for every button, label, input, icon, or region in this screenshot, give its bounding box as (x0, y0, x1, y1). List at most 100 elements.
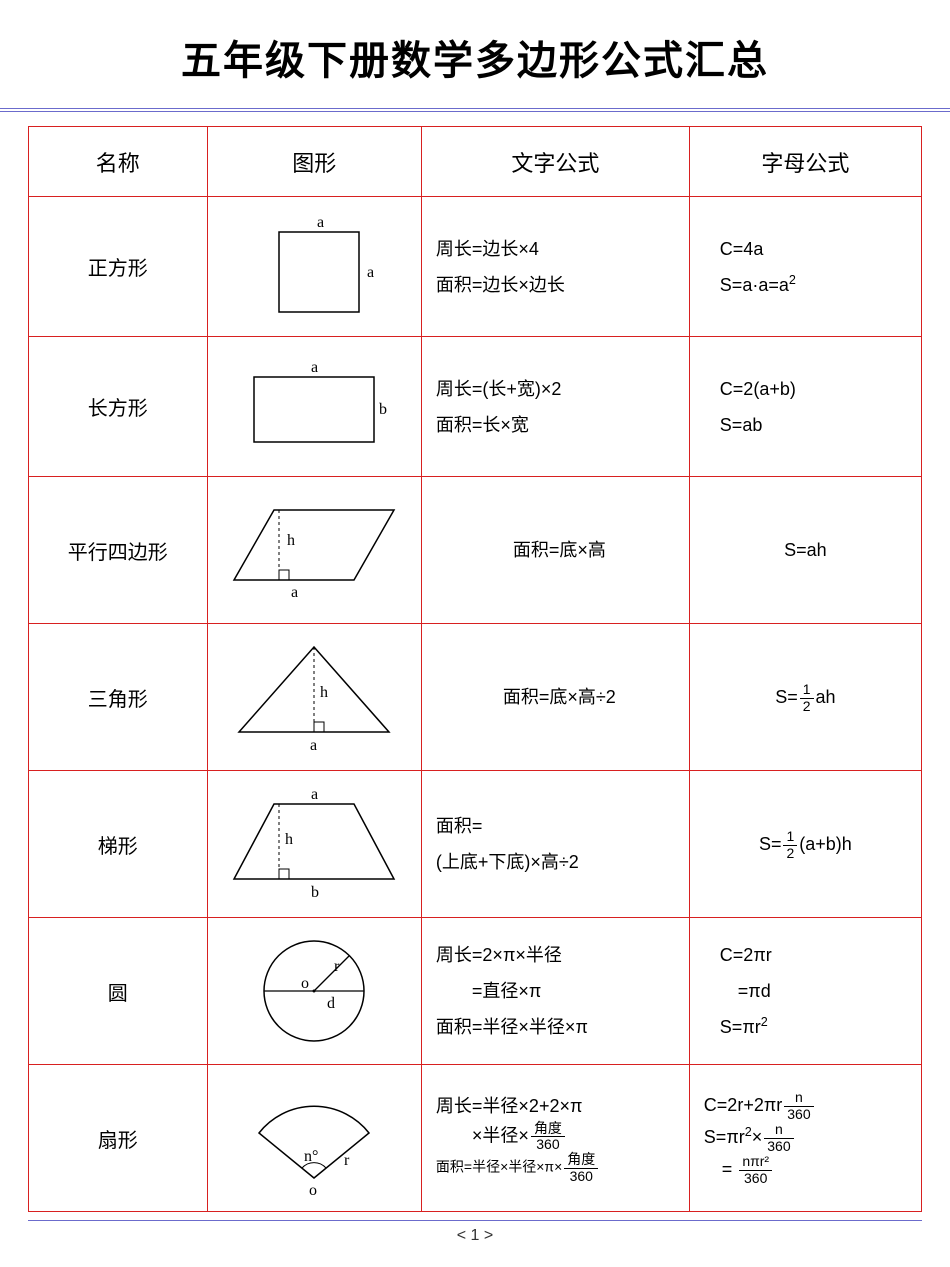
row-trapezoid: 梯形 a h b 面积= (上底+下底)×高÷2 (29, 771, 922, 918)
svg-text:a: a (291, 584, 298, 601)
page-number: < 1 > (28, 1220, 922, 1255)
formula-line: S=ab (720, 407, 915, 443)
parallelogram-icon: h a (219, 485, 409, 615)
parallelogram-text-formula: 面积=底×高 (421, 477, 689, 624)
formula-line: 周长=2×π×半径 (436, 937, 683, 973)
triangle-icon: h a (224, 632, 404, 762)
fraction: n360 (764, 1122, 793, 1154)
parallelogram-letter-formula: S=ah (689, 477, 921, 624)
rectangle-text-formula: 周长=(长+宽)×2 面积=长×宽 (421, 337, 689, 477)
formula-line: ×半径×角度360 (436, 1121, 683, 1153)
row-triangle: 三角形 h a 面积=底×高÷2 S=12a (29, 624, 922, 771)
formula-line: S=πr2 (720, 1009, 915, 1045)
circle-text-formula: 周长=2×π×半径 =直径×π 面积=半径×半径×π (421, 918, 689, 1065)
formula-line: S=a·a=a2 (720, 267, 915, 303)
row-rectangle: 长方形 a b 周长=(长+宽)×2 面积=长×宽 C=2(a+b) (29, 337, 922, 477)
formula-line: =πd (720, 973, 915, 1009)
fraction: 角度360 (531, 1121, 565, 1153)
svg-text:n°: n° (304, 1148, 318, 1165)
circle-letter-formula: C=2πr =πd S=πr2 (689, 918, 921, 1065)
formula-line: C=2(a+b) (720, 371, 915, 407)
rectangle-name: 长方形 (29, 337, 208, 477)
square-name: 正方形 (29, 197, 208, 337)
formula-line: S=ah (696, 532, 915, 568)
formula-line: 面积=边长×边长 (436, 267, 683, 303)
fraction: 角度360 (564, 1152, 598, 1184)
fraction: nπr²360 (739, 1154, 772, 1186)
rectangle-icon: a b (229, 352, 399, 462)
triangle-name: 三角形 (29, 624, 208, 771)
parallelogram-name: 平行四边形 (29, 477, 208, 624)
svg-text:h: h (287, 532, 295, 549)
trapezoid-text-formula: 面积= (上底+下底)×高÷2 (421, 771, 689, 918)
formula-line: 面积=底×高÷2 (436, 679, 683, 715)
header-name: 名称 (29, 127, 208, 197)
fraction: n360 (784, 1090, 813, 1122)
table-header-row: 名称 图形 文字公式 字母公式 (29, 127, 922, 197)
sector-name: 扇形 (29, 1065, 208, 1212)
rectangle-letter-formula: C=2(a+b) S=ab (689, 337, 921, 477)
svg-text:b: b (379, 401, 387, 418)
svg-text:a: a (310, 737, 317, 754)
formula-line: C=2πr (720, 937, 915, 973)
trapezoid-name: 梯形 (29, 771, 208, 918)
square-shape: a a (207, 197, 421, 337)
svg-text:h: h (320, 684, 328, 701)
page: 五年级下册数学多边形公式汇总 名称 图形 文字公式 字母公式 正方形 (0, 0, 950, 1255)
header-letter-formula: 字母公式 (689, 127, 921, 197)
formula-line: 面积=半径×半径×π×角度360 (436, 1152, 683, 1184)
formula-line: 面积=长×宽 (436, 407, 683, 443)
svg-text:b: b (311, 884, 319, 901)
triangle-letter-formula: S=12ah (689, 624, 921, 771)
fraction: 12 (783, 829, 797, 861)
row-parallelogram: 平行四边形 h a 面积=底×高 S=ah (29, 477, 922, 624)
svg-text:h: h (285, 831, 293, 848)
svg-text:d: d (327, 995, 335, 1012)
rectangle-shape: a b (207, 337, 421, 477)
circle-name: 圆 (29, 918, 208, 1065)
row-square: 正方形 a a 周长=边长×4 面积=边长×边长 C=4a (29, 197, 922, 337)
trapezoid-icon: a h b (219, 779, 409, 909)
triangle-text-formula: 面积=底×高÷2 (421, 624, 689, 771)
parallelogram-shape: h a (207, 477, 421, 624)
svg-text:o: o (309, 1182, 317, 1199)
table-wrap: 名称 图形 文字公式 字母公式 正方形 a a (0, 126, 950, 1212)
circle-icon: o r d (239, 926, 389, 1056)
row-circle: 圆 o r d 周长=2×π×半径 (29, 918, 922, 1065)
page-title: 五年级下册数学多边形公式汇总 (0, 0, 950, 108)
circle-shape: o r d (207, 918, 421, 1065)
formula-line: 周长=半径×2+2×π (436, 1092, 683, 1121)
square-icon: a a (239, 207, 389, 327)
sector-shape: n° r o (207, 1065, 421, 1212)
header-text-formula: 文字公式 (421, 127, 689, 197)
formula-line: 面积=半径×半径×π (436, 1009, 683, 1045)
formula-line: C=2r+2πrn360 (704, 1090, 915, 1122)
formula-line: = nπr²360 (704, 1154, 915, 1186)
svg-text:r: r (344, 1152, 350, 1169)
formula-line: 周长=边长×4 (436, 231, 683, 267)
formula-line: 面积= (436, 808, 683, 844)
header-shape: 图形 (207, 127, 421, 197)
svg-text:r: r (334, 958, 340, 975)
square-text-formula: 周长=边长×4 面积=边长×边长 (421, 197, 689, 337)
square-letter-formula: C=4a S=a·a=a2 (689, 197, 921, 337)
formula-line: =直径×π (436, 973, 683, 1009)
sector-text-formula: 周长=半径×2+2×π ×半径×角度360 面积=半径×半径×π×角度360 (421, 1065, 689, 1212)
trapezoid-shape: a h b (207, 771, 421, 918)
fraction: 12 (800, 682, 814, 714)
formula-line: (上底+下底)×高÷2 (436, 844, 683, 880)
formula-line: C=4a (720, 231, 915, 267)
formula-line: S=πr2×n360 (704, 1122, 915, 1154)
svg-text:o: o (301, 975, 309, 992)
trapezoid-letter-formula: S=12(a+b)h (689, 771, 921, 918)
formula-line: 周长=(长+宽)×2 (436, 371, 683, 407)
sector-icon: n° r o (229, 1073, 399, 1203)
sector-letter-formula: C=2r+2πrn360 S=πr2×n360 = nπr²360 (689, 1065, 921, 1212)
top-rule (0, 108, 950, 112)
svg-text:a: a (317, 214, 324, 231)
svg-text:a: a (311, 359, 318, 376)
triangle-shape: h a (207, 624, 421, 771)
row-sector: 扇形 n° r o 周长=半径×2+2×π ×半径×角度 (29, 1065, 922, 1212)
svg-text:a: a (311, 786, 318, 803)
formula-line: 面积=底×高 (436, 532, 683, 568)
